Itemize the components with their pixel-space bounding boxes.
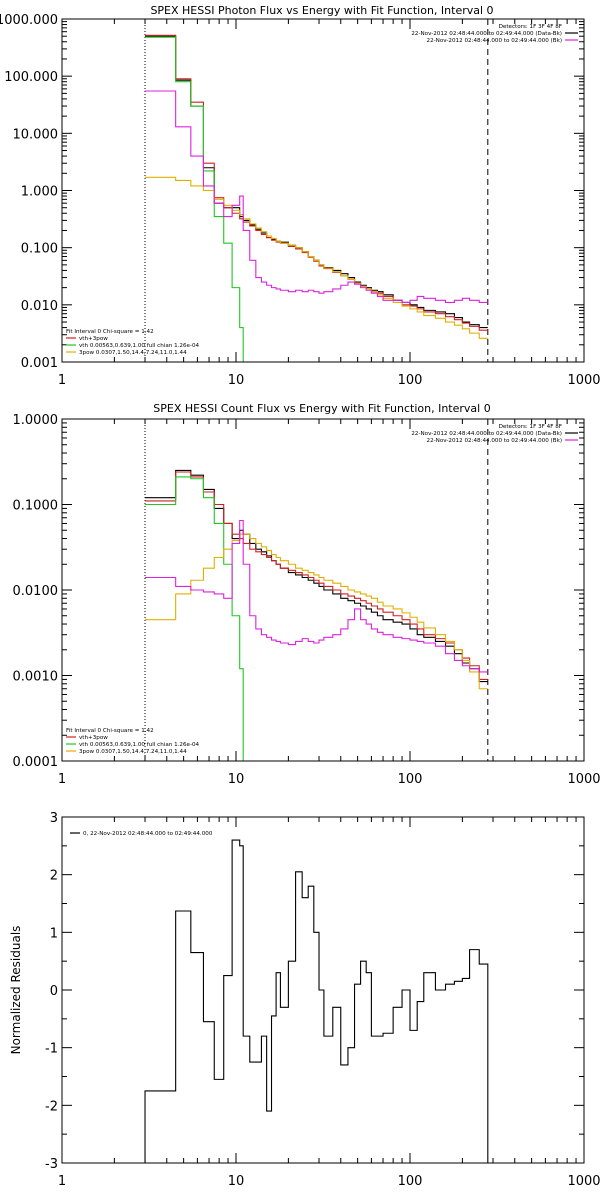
photon-y-tick-label: 1000.000 [0,13,58,28]
residual-legend-text: 0, 22-Nov-2012 02:48:44.000 to 02:49:44.… [83,831,213,837]
photon-legend-bottom-text: 3pow 0.0307,1.50,14.4,7.24,11.0,1.44 [79,350,187,356]
count-x-tick-label: 10 [228,772,245,787]
photon-series-3pow [145,176,488,339]
residual-y-tick-label: -1 [45,1042,58,1057]
residuals-panel: Normalized Residuals 1 10 100 1000 -3 -2 -1 0 1 2… [9,811,600,1189]
photon-x-tick-label: 100 [398,373,423,388]
photon-x-tick-label: 1 [58,373,66,388]
count-x-tick-label: 100 [398,772,423,787]
photon-legend-bottom-text: Fit Interval 0 Chi-square = 1.42 [66,329,154,335]
photon-legend-bottom-text: vth 0.00563,0.639,1.00 full chian 1.26e-… [79,343,200,349]
residual-y-tick-label: -3 [45,1157,58,1172]
photon-y-tick-label: 0.001 [21,356,58,371]
count-series-vth [145,476,244,761]
residual-x-tick-label: 100 [398,1174,423,1189]
count-x-tick-label: 1 [58,772,66,787]
residuals-ylabel: Normalized Residuals [9,926,23,1055]
count-flux-title: SPEX HESSI Count Flux vs Energy with Fit… [153,402,490,415]
photon-y-tick-label: 1.000 [21,185,58,200]
count-legend-top-text: Detectors: 1F 3F 4F 8F [499,424,562,430]
photon-x-tick-label: 1000 [567,373,600,388]
count-y-tick-label: 0.0001 [13,755,59,770]
count-legend-top-text: 22-Nov-2012 02:48:44.000 to 02:49:44.000… [427,438,562,444]
residual-y-tick-label: 0 [50,984,58,999]
photon-legend-top-text: Detectors: 1F 3F 4F 8F [499,24,562,30]
count-flux-panel: SPEX HESSI Count Flux vs Energy with Fit… [13,402,600,787]
photon-legend-top-text: 22-Nov-2012 02:48:44.000 to 02:49:44.000… [427,38,562,44]
count-legend-bottom-text: vth 0.00563,0.639,1.00 full chian 1.26e-… [79,742,200,748]
count-series-vth-3pow [145,471,488,680]
residual-y-tick-label: 2 [50,869,58,884]
photon-series-bk [145,90,488,304]
photon-x-tick-label: 10 [228,373,245,388]
count-legend-bottom-text: 3pow 0.0307,1.50,14.4,7.24,11.0,1.44 [79,749,187,755]
photon-flux-title: SPEX HESSI Photon Flux vs Energy with Fi… [150,4,493,17]
residual-series-residuals [144,839,489,1163]
count-y-tick-label: 0.0100 [13,584,59,599]
residual-x-tick-label: 10 [228,1174,245,1189]
photon-legend-bottom-text: vth+3pow [79,336,108,342]
photon-y-tick-label: 10.000 [13,127,59,142]
count-legend-bottom-text: vth+3pow [79,735,108,741]
residual-x-tick-label: 1 [58,1174,66,1189]
photon-legend-top-text: 22-Nov-2012 02:48:44.000 to 02:49:44.000… [411,31,562,37]
count-x-tick-label: 1000 [567,772,600,787]
photon-flux-panel: SPEX HESSI Photon Flux vs Energy with Fi… [0,4,600,388]
count-y-tick-label: 0.0010 [13,670,59,685]
residual-y-tick-label: -2 [45,1099,58,1114]
count-legend-bottom-text: Fit Interval 0 Chi-square = 1.42 [66,728,154,734]
count-y-tick-label: 1.0000 [13,413,59,428]
photon-y-tick-label: 100.000 [4,70,58,85]
residual-x-tick-label: 1000 [567,1174,600,1189]
photon-y-tick-label: 0.010 [21,299,58,314]
count-series-3pow [145,533,488,690]
residual-y-tick-label: 3 [50,811,58,826]
count-y-tick-label: 0.1000 [13,499,59,514]
count-legend-top-text: 22-Nov-2012 02:48:44.000 to 02:49:44.000… [411,431,562,437]
count-series-bk [145,519,488,673]
photon-y-tick-label: 0.100 [21,242,58,257]
residual-y-tick-label: 1 [50,926,58,941]
